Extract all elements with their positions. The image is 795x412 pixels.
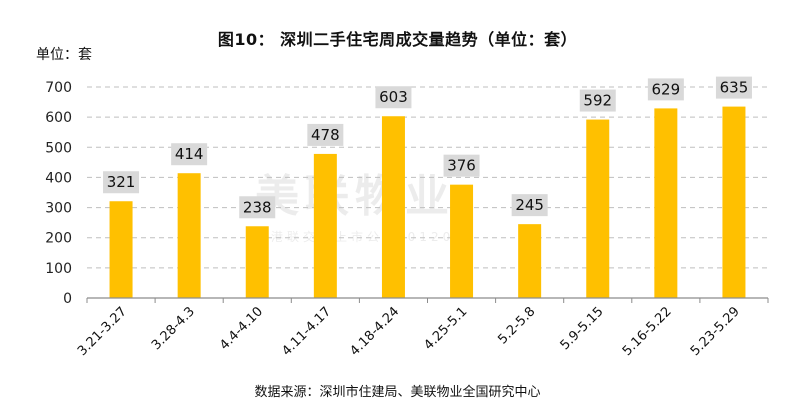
data-label-box <box>239 196 276 219</box>
data-label: 321 <box>107 173 136 191</box>
bar <box>381 116 405 298</box>
y-tick-labels: 0 100 200 300 400 500 600 700 <box>45 80 72 307</box>
y-tick-label: 200 <box>45 231 72 247</box>
y-tick-label: 300 <box>45 201 72 217</box>
x-tick-label: 4.11-4.17 <box>279 304 334 359</box>
data-label-box <box>307 123 344 146</box>
bars <box>109 106 746 298</box>
x-tick-label: 3.28-4.3 <box>149 304 198 353</box>
bar <box>313 153 337 298</box>
y-tick-label: 600 <box>45 110 72 126</box>
x-tick-label: 3.21-3.27 <box>75 304 130 359</box>
data-label-box <box>171 143 208 166</box>
bar <box>109 201 133 298</box>
x-tick-label: 5.23-5.29 <box>688 304 743 359</box>
data-label: 603 <box>379 88 408 106</box>
x-tick-label: 5.9-5.15 <box>558 304 607 353</box>
data-label-box <box>715 76 752 99</box>
y-tick-label: 400 <box>45 170 72 186</box>
bar <box>722 106 746 298</box>
data-source-note: 数据来源：深圳市住建局、美联物业全国研究中心 <box>254 385 541 400</box>
data-labels: 321 414 238 478 603 376 245 592 629 635 <box>103 76 752 219</box>
bar <box>654 108 678 298</box>
data-label: 238 <box>243 198 272 216</box>
data-label: 245 <box>515 196 544 214</box>
bar <box>586 119 610 298</box>
data-label: 629 <box>652 80 681 98</box>
data-label-box <box>375 86 412 109</box>
x-tick-label: 4.4-4.10 <box>217 304 266 353</box>
y-tick-label: 700 <box>45 80 72 96</box>
data-label: 414 <box>175 145 204 163</box>
data-label-box <box>103 171 140 194</box>
x-tick-labels: 3.21-3.27 3.28-4.3 4.4-4.10 4.11-4.17 4.18-4… <box>75 298 769 359</box>
data-label-box <box>511 194 548 217</box>
data-label-box <box>647 78 684 101</box>
bar <box>245 226 269 298</box>
y-tick-label: 500 <box>45 140 72 156</box>
data-label: 478 <box>311 126 340 144</box>
y-tick-label: 100 <box>45 261 72 277</box>
x-tick-label: 5.2-5.8 <box>495 304 538 347</box>
bar <box>177 173 201 298</box>
chart-title: 图10： 深圳二手住宅周成交量趋势（单位：套） <box>217 30 578 49</box>
data-label-box <box>443 154 480 177</box>
bar <box>518 224 542 298</box>
x-tick-label: 5.16-5.22 <box>620 304 675 359</box>
data-label: 635 <box>720 79 749 97</box>
data-label-box <box>579 89 616 112</box>
bar <box>450 184 474 298</box>
x-tick-label: 4.18-4.24 <box>347 304 402 359</box>
data-label: 376 <box>447 157 476 175</box>
y-axis-unit-label: 单位：套 <box>36 47 92 63</box>
data-label: 592 <box>583 92 612 110</box>
y-tick-label: 0 <box>63 291 72 307</box>
x-tick-label: 4.25-5.1 <box>421 304 470 353</box>
